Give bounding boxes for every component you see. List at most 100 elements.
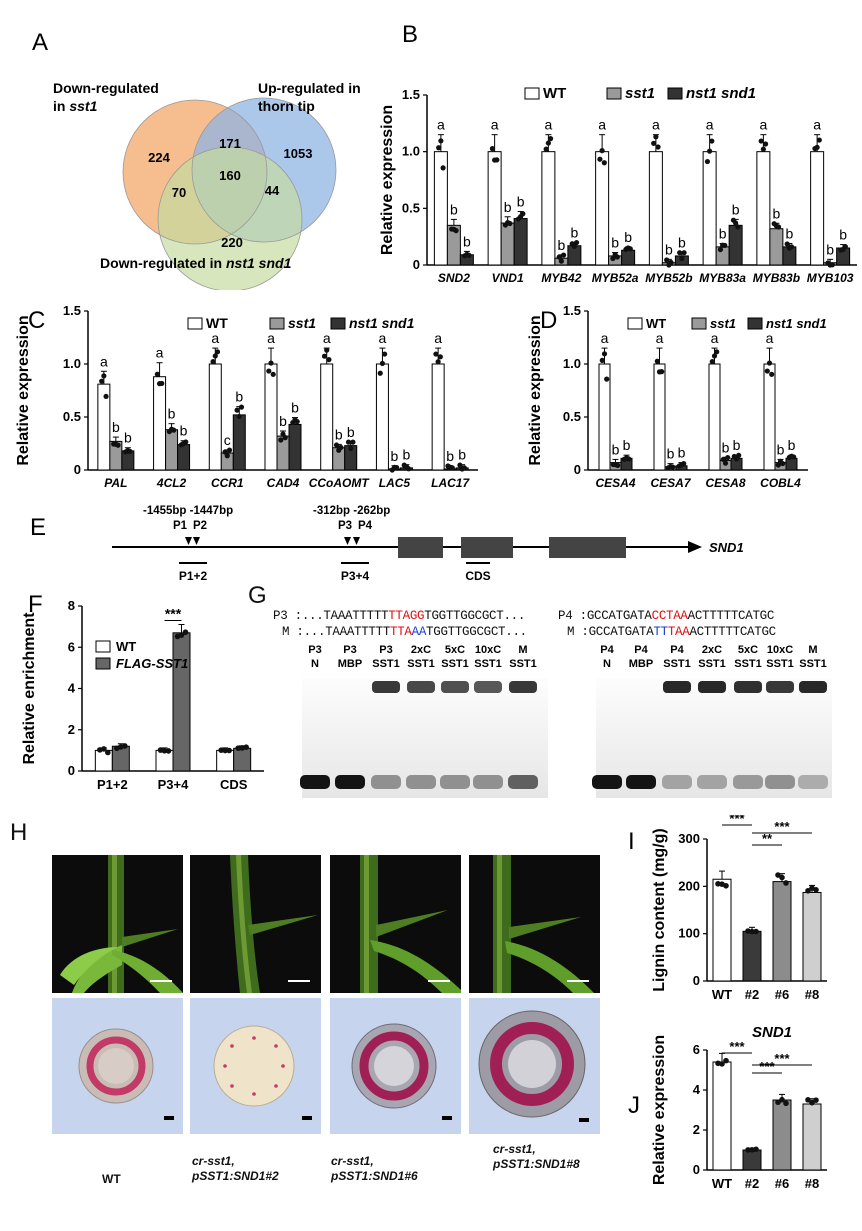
significance-stars: *** bbox=[165, 605, 182, 621]
p2-label: P2 bbox=[193, 520, 207, 532]
chart-i: I 0 100 200 300 Lignin content (mg/g) WT #2 #6 #… bbox=[628, 811, 827, 1002]
data-point bbox=[161, 747, 168, 754]
data-point bbox=[489, 146, 496, 152]
data-point bbox=[601, 160, 607, 166]
data-point bbox=[753, 1146, 759, 1153]
panel-f: F 0 2 4 6 8 Relative enrichment P1+2 P3+4 CDS ***… bbox=[0, 578, 280, 810]
lane-label: SST1 bbox=[799, 658, 827, 670]
data-point bbox=[784, 241, 790, 247]
lane-label: M bbox=[808, 644, 817, 656]
data-point bbox=[394, 465, 400, 471]
data-point bbox=[709, 138, 715, 144]
bar bbox=[375, 363, 389, 471]
bar bbox=[208, 363, 222, 471]
data-point bbox=[736, 452, 742, 458]
bar bbox=[121, 450, 135, 471]
region-p3p4: P3+4 bbox=[341, 569, 370, 583]
shifted-band bbox=[441, 681, 469, 693]
panel-g-label: G bbox=[248, 582, 267, 609]
venn-label-thorn-line2: thorn tip bbox=[258, 98, 315, 114]
data-point bbox=[558, 258, 564, 264]
y-tick-label: 0 bbox=[74, 462, 81, 477]
chart-f: F 0 2 4 6 8 Relative enrichment P1+2 P3+4 CDS ***… bbox=[21, 591, 264, 792]
legend-swatch bbox=[691, 317, 707, 330]
thorn-photo-2 bbox=[190, 855, 321, 993]
emsa-gels: P3 N P3 MBP P3 SST1 2xC SST1 5xC SST1 10xC SST1 M SST… bbox=[300, 644, 832, 798]
legend-entry: WT bbox=[543, 85, 566, 102]
thorn-photo-8 bbox=[469, 855, 600, 993]
lane-label: SST1 bbox=[734, 658, 762, 670]
data-point bbox=[809, 1099, 815, 1106]
data-point bbox=[382, 351, 388, 357]
y-tick-label: 0.5 bbox=[563, 409, 581, 424]
venn-label-sst1-line1: Down-regulated bbox=[53, 80, 159, 96]
legend-entry: WT bbox=[646, 316, 666, 331]
x-tick-label: #2 bbox=[745, 987, 759, 1002]
data-point bbox=[717, 246, 724, 253]
y-tick-label: 1.0 bbox=[402, 144, 420, 159]
shifted-band bbox=[698, 681, 726, 693]
y-tick-label: 4 bbox=[68, 681, 76, 696]
x-tick-label: VND1 bbox=[492, 271, 524, 285]
significance-letter: b bbox=[785, 225, 793, 241]
data-point bbox=[282, 435, 288, 441]
lane-label: SST1 bbox=[509, 658, 537, 670]
data-point bbox=[165, 748, 172, 754]
bar bbox=[513, 218, 528, 266]
free-probe-band bbox=[300, 775, 330, 789]
exon-1 bbox=[398, 537, 443, 558]
data-point bbox=[127, 448, 133, 455]
gene-arrow-icon bbox=[688, 541, 702, 553]
significance-letter: b bbox=[623, 437, 631, 453]
thorn-photo-6 bbox=[330, 855, 461, 993]
exon-2 bbox=[461, 537, 513, 558]
venn-diagram: A Down-regulated in sst1 Up-regulated in… bbox=[32, 29, 361, 292]
significance-letter: a bbox=[598, 117, 606, 133]
y-tick-label: 0.5 bbox=[63, 409, 81, 424]
data-point bbox=[714, 349, 720, 355]
legend-swatch bbox=[606, 87, 622, 100]
x-tick-label: SND2 bbox=[438, 271, 470, 285]
data-point bbox=[704, 158, 711, 165]
significance-stars: *** bbox=[729, 1039, 745, 1054]
data-point bbox=[615, 462, 621, 469]
bar bbox=[153, 376, 167, 471]
data-point bbox=[653, 134, 659, 140]
data-point bbox=[723, 1057, 729, 1064]
data-point bbox=[654, 358, 660, 364]
legend-swatch bbox=[330, 317, 346, 330]
data-point bbox=[234, 407, 240, 413]
data-point bbox=[268, 360, 274, 366]
y-tick-label: 200 bbox=[678, 878, 700, 893]
data-point bbox=[115, 442, 121, 448]
y-tick-label: 1.5 bbox=[402, 87, 420, 102]
legend-swatch bbox=[269, 317, 285, 330]
data-point bbox=[681, 250, 687, 256]
significance-letter: b bbox=[624, 229, 632, 245]
bar bbox=[216, 749, 235, 772]
lane-label: 5xC bbox=[738, 644, 758, 656]
data-point bbox=[436, 145, 442, 151]
lane-label: M bbox=[518, 644, 527, 656]
data-point bbox=[350, 439, 356, 445]
significance-letter: a bbox=[437, 117, 445, 133]
data-point bbox=[406, 466, 412, 472]
significance-letter: b bbox=[722, 439, 730, 455]
bar bbox=[653, 363, 666, 471]
caption-6: cr-sst1, pSST1:SND1#6 bbox=[331, 1154, 418, 1183]
data-point bbox=[816, 137, 822, 143]
data-point bbox=[348, 445, 354, 451]
panel-a: A Down-regulated in sst1 Up-regulated in… bbox=[0, 0, 400, 292]
data-point bbox=[766, 360, 773, 366]
free-probe-band bbox=[406, 775, 436, 789]
significance-stars: *** bbox=[729, 815, 745, 826]
data-point bbox=[753, 928, 759, 935]
significance-letter: b bbox=[458, 447, 466, 463]
lane-label: 2xC bbox=[702, 644, 722, 656]
legend-entry: nst1 snd1 bbox=[349, 315, 415, 331]
lane-label: MBP bbox=[338, 658, 362, 670]
data-point bbox=[222, 449, 228, 455]
bar bbox=[172, 632, 191, 772]
caption-2: cr-sst1, pSST1:SND1#2 bbox=[192, 1154, 279, 1183]
